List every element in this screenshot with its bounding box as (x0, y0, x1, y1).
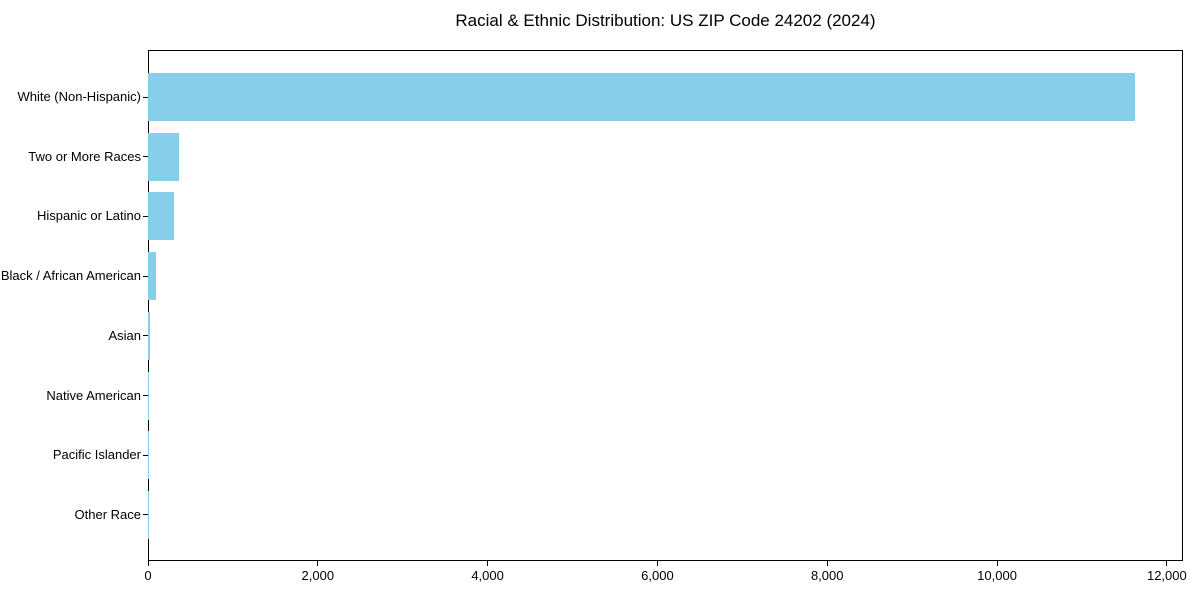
x-tick-label: 10,000 (977, 568, 1017, 583)
x-tick-label: 12,000 (1146, 568, 1187, 583)
x-axis-tick (826, 561, 828, 566)
y-axis-tick (143, 395, 148, 397)
bar (148, 192, 175, 241)
y-tick-label: Native American (46, 387, 141, 403)
y-axis-tick (143, 96, 148, 98)
y-tick-label: White (Non-Hispanic) (17, 89, 141, 104)
y-tick-label: Asian (108, 327, 141, 343)
x-tick-label: 6,000 (641, 568, 674, 583)
y-axis-tick (143, 275, 148, 277)
y-tick-label: Other Race (74, 506, 141, 522)
y-axis-tick (143, 156, 148, 158)
x-axis-tick (656, 561, 658, 566)
y-axis-tick (143, 514, 148, 516)
bar (148, 73, 1135, 121)
y-tick-label: Two or More Races (28, 148, 141, 164)
x-axis-tick (487, 561, 489, 566)
bar (148, 252, 157, 301)
plot-area (148, 50, 1183, 561)
y-tick-label: Black / African American (0, 268, 141, 284)
x-axis-tick (1166, 561, 1168, 566)
x-tick-label: 8,000 (810, 568, 844, 583)
x-axis-tick (996, 561, 998, 566)
bar (148, 132, 179, 181)
y-axis-tick (143, 335, 148, 337)
bar (148, 311, 150, 360)
x-tick-label: 2,000 (301, 568, 335, 583)
y-tick-label: Pacific Islander (52, 447, 141, 463)
y-axis-tick (143, 454, 148, 456)
chart-title: Racial & Ethnic Distribution: US ZIP Cod… (455, 11, 876, 30)
x-axis-tick (147, 561, 149, 566)
y-axis-tick (143, 215, 148, 217)
x-tick-label: 0 (144, 568, 152, 583)
x-tick-label: 4,000 (471, 568, 504, 583)
y-tick-label: Hispanic or Latino (36, 208, 141, 224)
x-axis-tick (317, 561, 319, 566)
